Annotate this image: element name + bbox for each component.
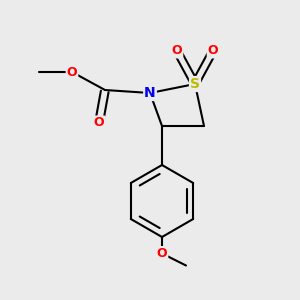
- Text: O: O: [208, 44, 218, 58]
- Text: S: S: [190, 77, 200, 91]
- Text: O: O: [67, 65, 77, 79]
- Text: O: O: [157, 247, 167, 260]
- Text: O: O: [94, 116, 104, 130]
- Text: N: N: [144, 86, 156, 100]
- Text: O: O: [172, 44, 182, 58]
